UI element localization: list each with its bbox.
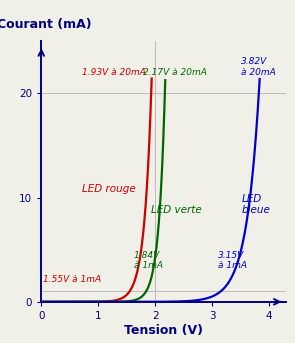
Text: 1.84V
à 1mA: 1.84V à 1mA bbox=[134, 251, 163, 271]
Text: LED
bleue: LED bleue bbox=[242, 193, 271, 215]
Text: 1.55V à 1mA: 1.55V à 1mA bbox=[43, 275, 101, 284]
Text: 1.93V à 20mA: 1.93V à 20mA bbox=[82, 68, 146, 76]
Text: LED verte: LED verte bbox=[151, 205, 201, 215]
Text: Courant (mA): Courant (mA) bbox=[0, 18, 92, 31]
Text: 2.17V à 20mA: 2.17V à 20mA bbox=[143, 68, 206, 76]
Text: 3.82V
à 20mA: 3.82V à 20mA bbox=[241, 57, 275, 76]
X-axis label: Tension (V): Tension (V) bbox=[124, 324, 203, 336]
Text: LED rouge: LED rouge bbox=[82, 184, 136, 194]
Text: 3.15V
à 1mA: 3.15V à 1mA bbox=[218, 251, 247, 271]
